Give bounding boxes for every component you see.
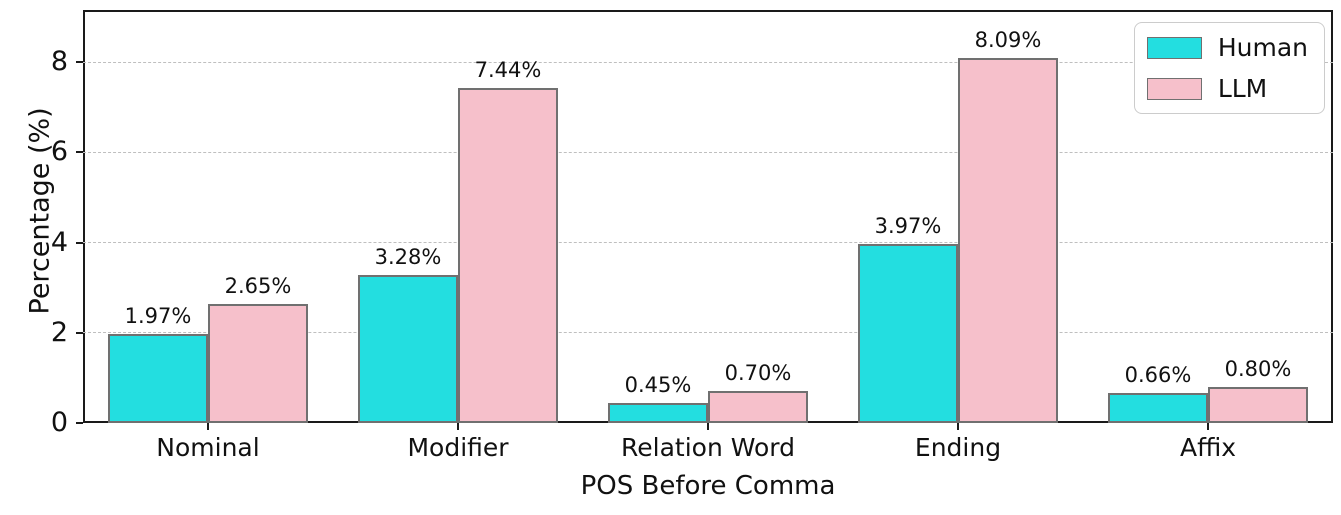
y-tick-label: 2 [50,316,68,348]
bar-value-label-human-relation-word: 0.45% [624,372,692,397]
bar-human-ending [858,244,958,423]
gridline-2 [83,332,1333,334]
legend: Human LLM [1133,22,1325,114]
gridline-6 [83,151,1333,153]
gridline-8 [83,61,1333,63]
y-tick-mark [76,331,83,334]
y-tick-label: 4 [50,226,68,258]
bar-llm-ending [958,58,1058,423]
legend-swatch-human [1146,36,1202,59]
y-tick-mark [76,151,83,154]
legend-row-human: Human [1146,33,1308,62]
legend-row-llm: LLM [1146,74,1308,103]
bar-value-label-human-affix: 0.66% [1124,363,1192,388]
bar-human-affix [1108,393,1208,423]
bar-value-label-human-modifier: 3.28% [374,245,442,270]
bar-value-label-llm-relation-word: 0.70% [724,361,792,386]
y-tick-label: 0 [50,407,68,438]
x-tick-mark [457,423,459,430]
bar-value-label-human-nominal: 1.97% [124,304,192,329]
x-tick-mark [707,423,709,430]
x-axis-label: POS Before Comma [580,471,836,501]
bar-value-label-llm-nominal: 2.65% [224,273,292,298]
bar-llm-modifier [458,87,558,423]
x-tick-mark [207,423,209,430]
y-tick-mark [76,61,83,64]
bar-human-relation-word [608,402,708,423]
bar-human-nominal [108,334,208,423]
x-tick-label-ending: Ending [914,433,1002,462]
bar-llm-relation-word [708,391,808,423]
legend-label-human: Human [1217,33,1308,62]
bar-human-modifier [358,275,458,423]
y-tick-mark [76,422,83,424]
y-tick-label: 8 [50,46,68,78]
x-tick-mark [1207,423,1209,430]
x-tick-label-modifier: Modifier [407,433,509,462]
legend-swatch-llm [1146,77,1202,100]
bar-value-label-llm-ending: 8.09% [974,28,1042,53]
bar-value-label-human-ending: 3.97% [874,214,942,238]
x-tick-label-relation-word: Relation Word [621,433,795,462]
bar-value-label-llm-modifier: 7.44% [474,57,542,82]
y-tick-mark [76,241,83,244]
x-tick-label-affix: Affix [1179,433,1237,462]
gridline-4 [83,242,1333,244]
y-tick-label: 6 [50,136,68,168]
x-tick-mark [957,423,959,430]
bar-llm-affix [1208,386,1308,423]
legend-label-llm: LLM [1217,74,1268,103]
bar-llm-nominal [208,303,308,423]
bar-value-label-llm-affix: 0.80% [1224,356,1292,381]
x-tick-label-nominal: Nominal [156,433,260,462]
